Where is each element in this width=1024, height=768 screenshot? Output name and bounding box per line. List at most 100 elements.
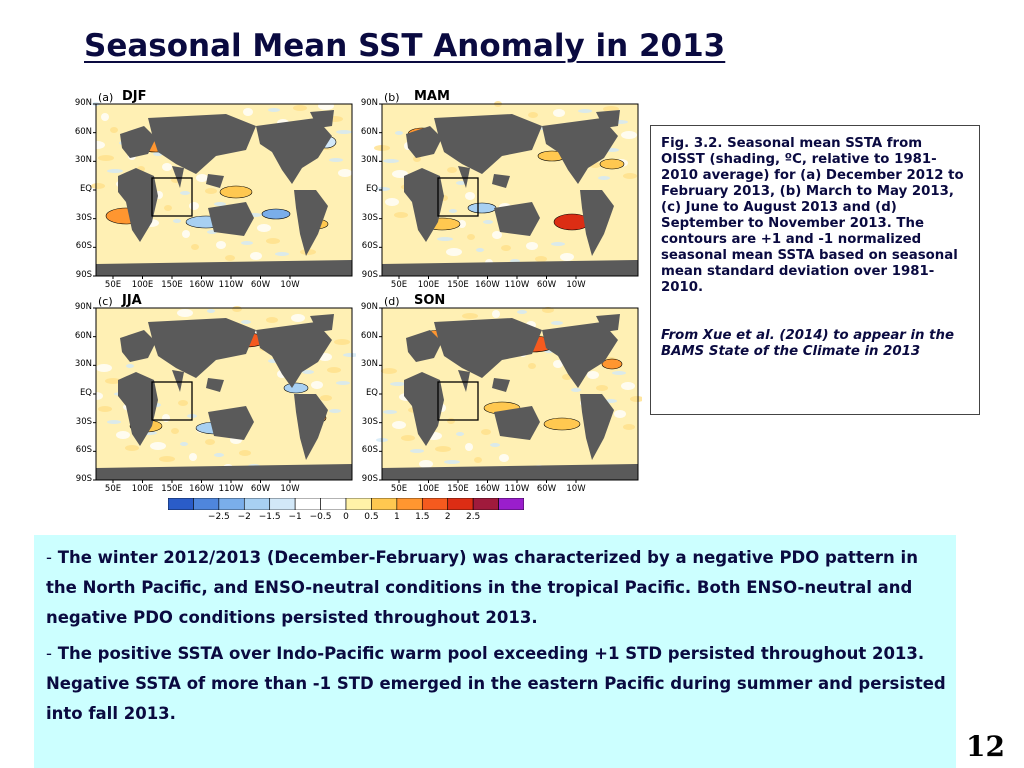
land-mass [434, 114, 542, 174]
colorbar-label: 0 [343, 512, 349, 522]
anomaly-texture [413, 156, 421, 162]
anomaly-region [601, 358, 623, 370]
figure-caption: Fig. 3.2. Seasonal mean SSTA from OISST … [650, 125, 980, 415]
lon-label: 160W [189, 484, 214, 494]
lat-label: 30S [75, 212, 92, 223]
anomaly-texture [456, 181, 466, 185]
anomaly-texture [528, 363, 536, 369]
anomaly-texture [560, 253, 574, 261]
lat-label: EQ [365, 388, 378, 398]
sst-map [89, 306, 356, 483]
anomaly-texture [462, 313, 478, 319]
land-mass [382, 260, 638, 276]
anomaly-texture [171, 428, 179, 434]
panel-season-label: SON [414, 293, 446, 308]
anomaly-texture [526, 242, 538, 250]
lat-label: 90N [360, 302, 378, 312]
lat-label: 90N [74, 98, 92, 108]
anomaly-texture [101, 113, 109, 121]
warm-pool-box [151, 381, 193, 421]
anomaly-texture [449, 209, 457, 213]
lat-label: 60S [75, 445, 92, 456]
land-mass [172, 370, 184, 392]
land-mass [494, 406, 540, 440]
anomaly-texture [293, 105, 307, 111]
land-mass [542, 322, 618, 388]
anomaly-texture [239, 450, 251, 456]
anomaly-texture [598, 176, 610, 180]
anomaly-texture [553, 360, 563, 368]
land-mass [494, 202, 540, 236]
anomaly-texture [180, 191, 190, 195]
lon-label: 160W [475, 484, 500, 494]
anomaly-texture [329, 409, 341, 413]
colorbar-swatch [421, 498, 449, 510]
anomaly-texture [338, 169, 352, 177]
anomaly-texture [177, 309, 193, 317]
land-mass [118, 372, 158, 446]
bullet-dash: - [46, 644, 52, 663]
anomaly-texture [268, 108, 280, 112]
panel-season-label: JJA [122, 293, 142, 308]
land-mass [148, 114, 256, 174]
lon-label: 50E [104, 280, 122, 290]
lat-label: 60S [361, 445, 378, 456]
lat-label: 60S [75, 241, 92, 252]
anomaly-texture [232, 306, 242, 312]
land-mass [310, 110, 334, 128]
lon-label: 150E [161, 280, 183, 290]
anomaly-texture [401, 435, 415, 441]
anomaly-texture [196, 174, 208, 182]
lat-label: EQ [79, 388, 92, 398]
land-mass [206, 378, 224, 392]
anomaly-texture [329, 158, 343, 162]
summary-notes: - The winter 2012/2013 (December-Februar… [34, 535, 956, 768]
warm-pool-box [437, 177, 479, 217]
land-mass [580, 190, 614, 256]
anomaly-texture [394, 212, 408, 218]
lat-label: EQ [79, 184, 92, 194]
anomaly-texture [116, 431, 130, 439]
anomaly-texture [311, 381, 323, 389]
lat-label: EQ [365, 184, 378, 194]
caption-citation: From Xue et al. (2014) to appear in the … [661, 328, 954, 359]
panel-season-label: MAM [414, 89, 450, 104]
anomaly-texture [164, 205, 172, 211]
lon-label: 60W [250, 484, 271, 494]
anomaly-texture [476, 248, 484, 252]
lat-label: 30N [360, 359, 378, 370]
anomaly-texture [96, 364, 112, 372]
anomaly-region [543, 417, 581, 431]
anomaly-texture [126, 364, 134, 368]
anomaly-texture [385, 198, 399, 206]
anomaly-texture [444, 460, 460, 464]
anomaly-texture [492, 310, 500, 318]
anomaly-texture [446, 248, 462, 256]
anomaly-texture [216, 241, 226, 249]
land-mass [542, 118, 618, 184]
anomaly-texture [207, 309, 215, 313]
lat-label: 30S [361, 416, 378, 427]
lon-label: 160W [475, 280, 500, 290]
anomaly-texture [621, 382, 635, 390]
anomaly-texture [225, 255, 235, 261]
anomaly-texture [383, 410, 397, 414]
anomaly-texture [623, 424, 635, 430]
anomaly-texture [318, 102, 334, 110]
anomaly-texture [381, 368, 397, 374]
lat-label: 90N [360, 98, 378, 108]
slide-title: Seasonal Mean SST Anomaly in 2013 [84, 28, 726, 64]
anomaly-texture [125, 445, 139, 451]
land-mass [96, 260, 352, 276]
map-panel-mam: (b) MAM 90N 60N 30N EQ 30S 60S 90S 50E 100E 150E 160… [352, 89, 642, 299]
anomaly-texture [447, 167, 457, 173]
anomaly-texture [105, 378, 121, 384]
colorbar-label: 1.5 [415, 512, 430, 522]
anomaly-texture [189, 202, 199, 210]
colorbar-label: 2 [444, 512, 451, 522]
anomaly-texture [257, 224, 271, 232]
land-mass [404, 168, 444, 242]
colorbar-swatch [320, 498, 347, 510]
anomaly-texture [110, 127, 118, 133]
anomaly-texture [89, 141, 105, 149]
